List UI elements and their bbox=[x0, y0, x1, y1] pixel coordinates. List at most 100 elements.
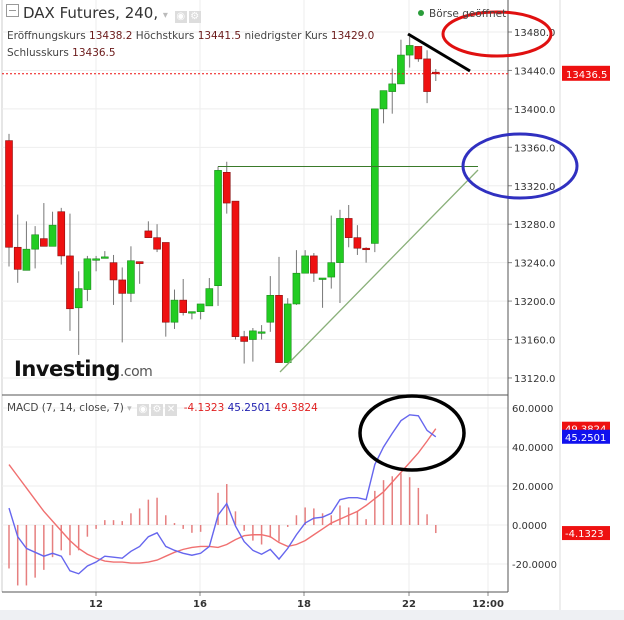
candle bbox=[161, 242, 170, 323]
logo-text: Investing bbox=[14, 357, 120, 381]
macd-badge-hist bbox=[562, 526, 610, 541]
candle bbox=[397, 54, 405, 85]
macd-y-tick-label: -20.0000 bbox=[512, 560, 557, 571]
close-label: Schlusskurs bbox=[7, 47, 69, 59]
macd-badge-label-hist: -4.1323 bbox=[565, 529, 604, 540]
status-text: Börse geöffnet bbox=[429, 8, 507, 20]
hist-value: -4.1323 bbox=[183, 402, 225, 414]
y-tick-label: 13120.0 bbox=[514, 374, 555, 385]
candle bbox=[292, 272, 301, 305]
settings-icon[interactable]: ⚙ bbox=[151, 404, 164, 416]
candle bbox=[109, 262, 118, 281]
macd-y-tick-label: 0.0000 bbox=[512, 521, 547, 532]
macd-label: MACD (7, 14, close, 7) bbox=[7, 402, 124, 414]
visibility-icon[interactable]: ◉ bbox=[174, 11, 187, 23]
macd-y-tick-label: 60.0000 bbox=[512, 404, 553, 415]
y-tick-label: 13360.0 bbox=[514, 143, 555, 154]
last-price-badge bbox=[562, 65, 610, 81]
low-value: 13429.0 bbox=[330, 30, 375, 42]
candle bbox=[414, 46, 423, 60]
candle bbox=[13, 246, 22, 270]
candle bbox=[92, 258, 100, 261]
candle bbox=[170, 299, 179, 323]
axes: 12 16 18 22 12:00 13480.0 13440.0 13400.0 13360.… bbox=[2, 0, 610, 610]
candle bbox=[188, 311, 196, 314]
visibility-icon[interactable]: ◉ bbox=[137, 404, 150, 416]
high-label: Höchstkurs bbox=[135, 30, 195, 42]
candle bbox=[127, 260, 135, 294]
candle bbox=[327, 262, 336, 278]
candle bbox=[257, 331, 266, 334]
x-tick-label: 12:00 bbox=[472, 599, 504, 610]
x-tick-label: 12 bbox=[89, 599, 103, 610]
y-tick-label: 13160.0 bbox=[514, 336, 555, 347]
candle bbox=[222, 172, 231, 204]
candle bbox=[196, 303, 205, 312]
macd-value: 45.2501 bbox=[227, 402, 272, 414]
candle bbox=[318, 277, 327, 280]
candle bbox=[144, 230, 153, 238]
macd-y-tick-label: 40.0000 bbox=[512, 443, 553, 454]
x-tick-label: 18 bbox=[297, 599, 311, 610]
candle bbox=[405, 45, 414, 56]
candle bbox=[31, 234, 39, 250]
open-value: 13438.2 bbox=[89, 30, 133, 42]
candle bbox=[388, 83, 397, 92]
candle bbox=[336, 218, 344, 263]
logo-suffix: .com bbox=[119, 364, 153, 380]
candle bbox=[240, 336, 248, 342]
y-tick-label: 13240.0 bbox=[514, 259, 555, 270]
support-trendline bbox=[279, 169, 479, 373]
close-value: 13436.5 bbox=[72, 47, 116, 59]
candle bbox=[57, 211, 66, 257]
macd-line bbox=[8, 414, 437, 575]
falling-trendline bbox=[407, 32, 471, 73]
close-icon[interactable]: ✕ bbox=[165, 404, 178, 416]
candle bbox=[135, 261, 144, 264]
red-ellipse bbox=[441, 10, 553, 58]
candle bbox=[249, 330, 257, 340]
y-tick-label: 13200.0 bbox=[514, 297, 555, 308]
annotations bbox=[2, 10, 579, 472]
blue-ellipse bbox=[461, 132, 579, 200]
signal-line bbox=[8, 428, 437, 564]
candle bbox=[118, 279, 127, 294]
candle bbox=[231, 200, 240, 337]
open-label: Eröffnungskurs bbox=[7, 30, 86, 42]
y-tick-label: 13280.0 bbox=[514, 220, 555, 231]
candle bbox=[74, 288, 83, 309]
candle bbox=[310, 255, 318, 274]
bottom-bar bbox=[0, 610, 624, 620]
y-tick-label: 13400.0 bbox=[514, 105, 555, 116]
x-tick-label: 22 bbox=[402, 599, 416, 610]
chart-title: DAX Futures, 240, ▾ ◉ ⚙ bbox=[6, 4, 201, 23]
collapse-icon[interactable] bbox=[6, 4, 19, 17]
candle bbox=[153, 237, 161, 250]
candle bbox=[301, 255, 309, 274]
candle bbox=[379, 90, 388, 110]
signal-value: 49.3824 bbox=[274, 402, 318, 414]
settings-icon[interactable]: ⚙ bbox=[188, 11, 201, 23]
ohlc-line1: Eröffnungskurs 13438.2 Höchstkurs 13441.… bbox=[7, 30, 374, 42]
last-price-label: 13436.5 bbox=[566, 70, 607, 81]
candle bbox=[179, 299, 187, 313]
dropdown-icon[interactable]: ▾ bbox=[162, 10, 168, 21]
dropdown-icon[interactable]: ▾ bbox=[127, 404, 132, 414]
candle bbox=[66, 255, 74, 310]
macd-badge-label-macd: 45.2501 bbox=[565, 433, 606, 444]
candle bbox=[266, 295, 275, 323]
candle bbox=[40, 238, 48, 247]
candle bbox=[344, 218, 353, 238]
candle bbox=[275, 295, 283, 363]
macd-y-tick-label: 20.0000 bbox=[512, 482, 553, 493]
candle bbox=[5, 140, 13, 248]
candle bbox=[283, 303, 292, 363]
candle bbox=[22, 248, 31, 271]
black-ellipse bbox=[358, 394, 466, 472]
candle bbox=[205, 288, 214, 307]
candle bbox=[362, 247, 370, 251]
candle bbox=[83, 258, 92, 290]
candle bbox=[423, 58, 431, 92]
macd-pane bbox=[8, 414, 437, 586]
